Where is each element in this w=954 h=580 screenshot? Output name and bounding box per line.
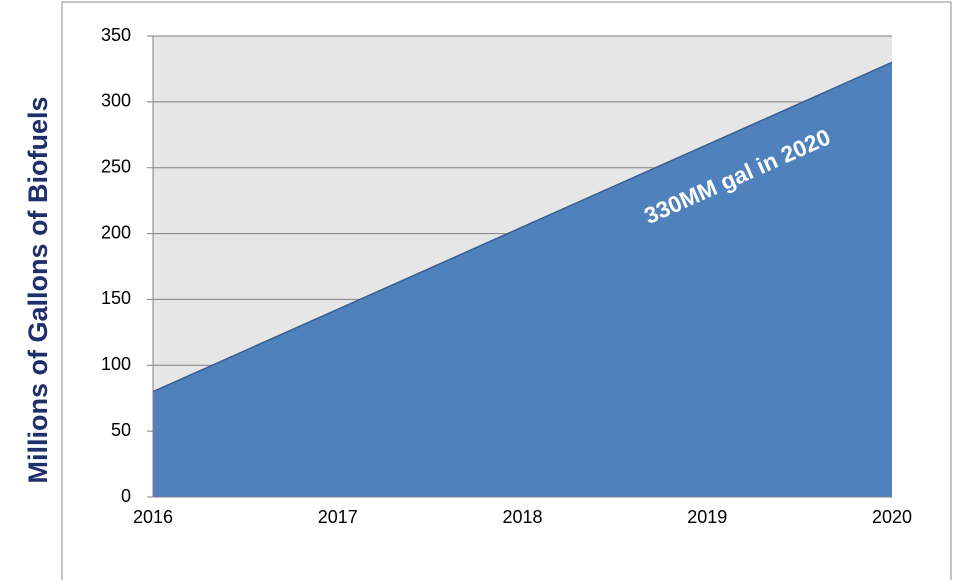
marks [152,36,893,498]
x-tick-label: 2019 [687,507,727,527]
area [153,62,892,497]
y-tick-label: 200 [101,222,131,242]
y-tick-label: 0 [121,486,131,506]
y-tick-label: 350 [101,25,131,45]
y-tick-label: 50 [111,420,131,440]
y-axis-label: Millions of Gallons of Biofuels [23,96,53,483]
y-tick-label: 250 [101,156,131,176]
chart-border [61,1,952,580]
labels: 0 50 100 150 200 250 300 350 2016 2017 2018 2019 202… [101,25,912,527]
x-tick-label: 2017 [318,507,358,527]
area-line [152,61,893,393]
x-tick-label: 2018 [502,507,542,527]
x-tick-label: 2020 [872,507,912,527]
y-tick-label: 300 [101,91,131,111]
x-tick-label: 2016 [133,507,173,527]
y-tick-label: 150 [101,288,131,308]
y-tick-label: 100 [101,354,131,374]
